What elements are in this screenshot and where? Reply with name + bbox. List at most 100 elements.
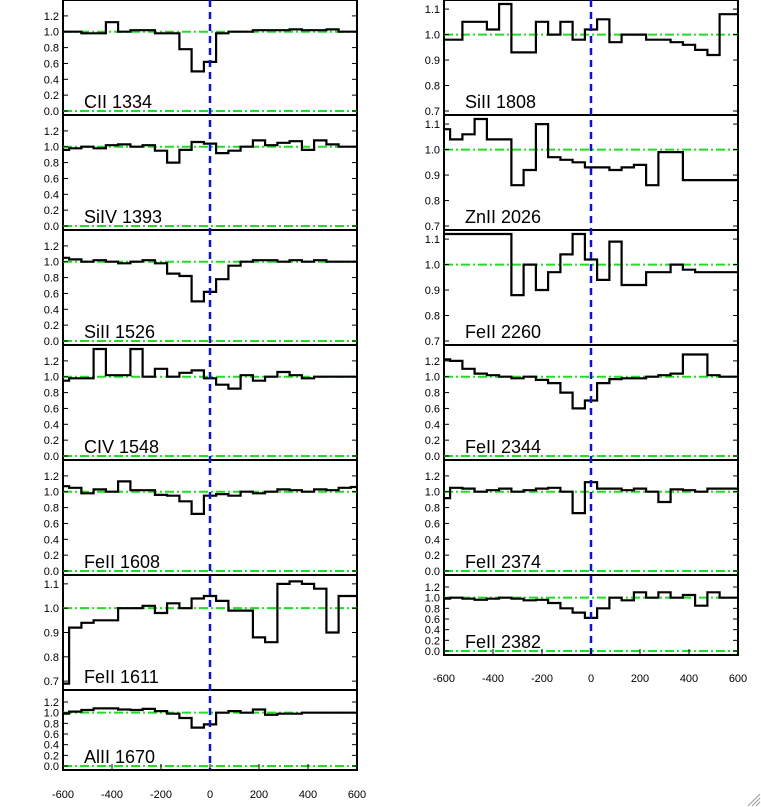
spectrum-line [444,117,738,187]
ion-label: SiII 1808 [465,92,536,112]
y-tick-label: 1.0 [425,593,440,605]
y-tick-label: 0.4 [44,740,59,752]
y-tick-label: 0.7 [425,336,440,348]
y-tick-label: 1.0 [44,372,59,384]
y-tick-label: 1.2 [425,356,440,368]
resize-grip-icon[interactable] [747,793,761,807]
ion-label: CII 1334 [84,92,152,112]
ion-label: FeII 2260 [465,322,541,342]
ion-label: FeII 2344 [465,437,541,457]
ion-label: FeII 1611 [84,667,159,687]
y-tick-label: 0.2 [425,550,440,562]
y-tick-label: 1.2 [44,697,59,709]
y-tick-label: 0.6 [44,58,59,70]
y-tick-label: 0.0 [44,336,59,348]
y-tick-label: 0.8 [44,652,59,664]
y-tick-label: 1.0 [425,372,440,384]
y-tick-label: 1.2 [44,241,59,253]
y-tick-label: 1.1 [44,579,59,591]
y-tick-label: 0.6 [425,614,440,626]
y-tick-label: 0.2 [425,435,440,447]
y-tick-label: 1.0 [44,603,59,615]
y-tick-label: 0.2 [425,635,440,647]
y-tick-label: 0.8 [425,388,440,400]
panel-feii-2374: 0.0 0.2 0.4 0.6 0.8 1.0 1.2 FeII 2374 [425,459,739,578]
y-tick-label: 1.1 [425,4,440,16]
y-tick-label: 0.8 [425,196,440,208]
y-tick-label: 0.4 [44,534,59,546]
spectrum-line [63,707,357,729]
y-tick-label: 1.0 [44,142,59,154]
x-tick-label: 600 [729,673,747,685]
y-tick-label: 0.6 [44,729,59,741]
x-tick-label: -200 [531,673,553,685]
ion-label: SiII 1526 [84,322,155,342]
ion-label: ZnII 2026 [465,207,541,227]
y-tick-label: 1.2 [425,582,440,594]
panel-cii-1334: 0.0 0.2 0.4 0.6 0.8 1.0 1.2 CII 1334 [44,0,358,118]
y-tick-label: 0.0 [44,221,59,233]
y-tick-label: 0.4 [44,304,59,316]
y-tick-label: 0.7 [425,106,440,118]
y-tick-label: 0.2 [44,205,59,217]
y-tick-label: 0.9 [425,55,440,67]
y-tick-label: 0.8 [425,603,440,615]
y-tick-label: 0.6 [44,288,59,300]
y-tick-label: 0.0 [425,566,440,578]
y-tick-label: 0.4 [425,534,440,546]
y-tick-label: 1.2 [44,471,59,483]
panel-alii-1670: 0.00.20.40.60.81.01.2 AlII 1670 [44,689,358,773]
y-tick-label: 1.2 [44,11,59,23]
spectrum-line [444,591,738,619]
y-tick-label: 0.0 [44,451,59,463]
y-tick-label: 1.1 [425,234,440,246]
spectrum-line [444,232,738,297]
y-tick-label: 1.0 [44,257,59,269]
y-tick-label: 0.9 [425,285,440,297]
y-tick-label: 1.0 [44,487,59,499]
x-tick-label: 0 [588,673,594,685]
spectrum-line [444,481,738,515]
y-tick-label: 0.4 [44,419,59,431]
y-tick-label: 0.4 [425,419,440,431]
resize-grip-line [751,797,761,807]
y-tick-label: 0.4 [425,625,440,637]
y-tick-label: 0.4 [44,189,59,201]
y-tick-label: 0.8 [44,158,59,170]
panel-feii-2382: 0.00.20.40.60.81.01.2 FeII 2382 [425,574,739,658]
y-tick-label: 0.8 [425,81,440,93]
spectrum-line [63,256,357,303]
y-tick-label: 0.8 [425,311,440,323]
y-tick-label: 1.2 [44,126,59,138]
column-2: 0.7 0.8 0.9 1.0 1.1 SiII 1808 0.7 0.8 0.9 1.0 1.1 Z… [425,0,747,685]
y-tick-label: 0.8 [44,273,59,285]
x-tick-label: 400 [680,673,698,685]
y-tick-label: 0.6 [425,518,440,530]
x-tick-label: -600 [52,789,74,801]
x-tick-label: -400 [482,673,504,685]
y-tick-label: 0.0 [44,566,59,578]
y-tick-label: 0.2 [44,320,59,332]
x-tick-label: -200 [150,789,172,801]
ion-label: CIV 1548 [84,437,159,457]
y-tick-label: 0.6 [44,403,59,415]
x-tick-label: 600 [348,789,366,801]
panel-civ-1548: 0.0 0.2 0.4 0.6 0.8 1.0 1.2 CIV 1548 [44,344,358,463]
spectrum-line [63,139,357,164]
y-tick-label: 1.0 [425,30,440,42]
y-tick-label: 0.8 [44,43,59,55]
y-tick-label: 0.6 [425,403,440,415]
y-tick-label: 0.0 [425,451,440,463]
y-tick-label: 1.2 [44,356,59,368]
y-tick-label: 0.8 [44,388,59,400]
x-tick-label: -600 [433,673,455,685]
panel-feii-2260: 0.7 0.8 0.9 1.0 1.1 FeII 2260 [425,229,739,348]
y-tick-label: 0.7 [44,676,59,688]
y-tick-label: 0.4 [44,74,59,86]
x-tick-label: 0 [207,789,213,801]
y-tick-label: 1.0 [44,708,59,720]
y-tick-label: 0.0 [44,106,59,118]
y-tick-label: 1.0 [425,487,440,499]
